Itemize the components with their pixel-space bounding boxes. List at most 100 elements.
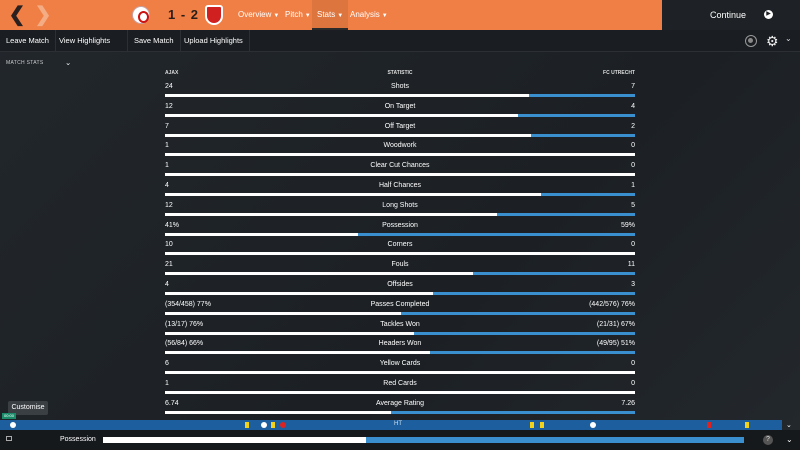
back-arrow-icon[interactable]: ❮: [8, 4, 26, 26]
menu-stats[interactable]: Stats ▼: [312, 0, 349, 30]
stat-away-value: (442/576) 76%: [589, 300, 635, 308]
stat-bar-away: [390, 410, 635, 414]
stat-row: (13/17) 76% Tackles Won (21/31) 67%: [165, 318, 635, 338]
stat-away-value: 0: [631, 142, 635, 150]
stat-home-value: 12: [165, 102, 173, 110]
menu-overview[interactable]: Overview ▼: [238, 10, 279, 19]
stat-bar: [165, 351, 635, 355]
stat-away-value: 0: [631, 241, 635, 249]
chevron-down-icon: ▼: [337, 13, 344, 19]
stat-bar-away: [414, 331, 635, 335]
stat-home-value: (13/17) 76%: [165, 320, 204, 328]
stat-name: Clear Cut Chances: [370, 162, 430, 170]
stat-home-value: 24: [165, 83, 173, 90]
stat-bar: [165, 173, 635, 177]
upload-highlights-button[interactable]: Upload Highlights: [178, 30, 250, 52]
stat-row: 1 Red Cards 0: [165, 377, 635, 397]
yellow-card-icon: [271, 421, 275, 428]
stat-name: Yellow Cards: [379, 360, 421, 368]
section-title: MATCH STATS: [6, 60, 44, 66]
menu-analysis[interactable]: Analysis ▼: [350, 10, 388, 19]
leave-match-button[interactable]: Leave Match: [0, 30, 56, 52]
stat-bar-away: [401, 311, 635, 315]
save-match-button[interactable]: Save Match: [128, 30, 181, 52]
stat-bar: [165, 292, 635, 295]
stat-bar-away: [541, 193, 635, 196]
stat-row: 1 Woodwork 0: [165, 139, 635, 159]
stat-name: Possession: [382, 221, 418, 229]
home-team-crest-icon: [132, 6, 150, 24]
stats-header: AJAX STATISTIC FC UTRECHT: [165, 70, 635, 80]
stat-bar: [165, 272, 635, 276]
stat-bar: [165, 311, 635, 315]
stat-row: 24 Shots 7: [165, 80, 635, 100]
stat-home-value: 7: [165, 122, 169, 130]
stat-bar: [165, 232, 635, 236]
stat-name: Shots: [391, 83, 409, 90]
stat-bar-away: [496, 212, 635, 216]
stat-bar-away: [530, 133, 635, 137]
stat-away-value: 2: [631, 122, 635, 130]
screen-icon[interactable]: [6, 436, 12, 441]
stat-bar: [165, 410, 635, 414]
stat-bar-away: [517, 113, 635, 117]
stat-bar: [165, 371, 635, 375]
stat-name: Fouls: [391, 261, 409, 269]
stat-name: Woodwork: [383, 142, 417, 150]
stat-row: 4 Half Chances 1: [165, 179, 635, 199]
stat-home-value: 10: [165, 241, 173, 249]
goal-ball-icon: [261, 421, 267, 428]
gear-icon[interactable]: ⚙: [766, 33, 779, 49]
customise-button[interactable]: Customise: [8, 401, 48, 415]
stat-row: (354/458) 77% Passes Completed (442/576) 7…: [165, 298, 635, 318]
yellow-card-icon: [745, 421, 749, 428]
forward-arrow-icon[interactable]: ❯: [34, 4, 52, 26]
stat-home-value: 6: [165, 360, 169, 368]
match-toolbar: Leave Match View Highlights ⌄ Save Match…: [0, 30, 800, 67]
chevron-down-icon[interactable]: ⌄: [786, 435, 793, 444]
stat-home-value: 12: [165, 201, 173, 209]
view-highlights-button[interactable]: View Highlights ⌄: [53, 30, 128, 67]
chevron-down-icon: ▼: [273, 13, 280, 19]
match-header-bar: ❮ ❯ 1 - 2 Overview ▼ Pitch ▼ Stats ▼ Analys…: [0, 0, 662, 30]
chevron-down-icon[interactable]: ⌄: [786, 422, 792, 429]
stat-row: 10 Corners 0: [165, 238, 635, 258]
away-team-crest-icon: [205, 5, 223, 25]
stat-bar-away: [430, 351, 635, 355]
stat-away-value: 11: [627, 261, 635, 269]
stat-bar-away: [357, 232, 635, 236]
stat-away-value: 0: [631, 162, 635, 170]
stat-row: 4 Offsides 3: [165, 278, 635, 298]
stat-bar: [165, 391, 635, 394]
stat-bar: [165, 193, 635, 196]
yellow-card-icon: [530, 421, 534, 428]
stat-away-value: (49/95) 51%: [596, 340, 635, 348]
home-team-name: AJAX: [165, 70, 179, 76]
match-timeline[interactable]: 00:00 HT: [0, 413, 782, 430]
help-icon[interactable]: ?: [763, 435, 773, 445]
stat-row: 7 Off Target 2: [165, 120, 635, 140]
stat-away-value: 7: [631, 83, 635, 90]
stat-away-value: 1: [631, 182, 635, 189]
stat-home-value: (354/458) 77%: [165, 300, 211, 308]
injury-icon: [280, 421, 286, 428]
menu-pitch-label: Pitch: [285, 10, 303, 19]
stat-bar-away: [433, 292, 635, 295]
stat-row: 12 Long Shots 5: [165, 199, 635, 219]
menu-pitch[interactable]: Pitch ▼: [285, 10, 311, 19]
continue-button[interactable]: Continue ▶: [662, 0, 800, 30]
stat-home-value: 4: [165, 182, 169, 189]
goal-ball-icon: [590, 421, 596, 428]
stat-bar: [165, 94, 635, 97]
chevron-down-icon[interactable]: ⌄: [785, 34, 792, 43]
stat-row: 6.74 Average Rating 7.26: [165, 397, 635, 417]
stat-away-value: 5: [631, 201, 635, 209]
record-icon[interactable]: [745, 35, 757, 47]
stat-away-value: 7.26: [621, 399, 635, 407]
stat-bar: [165, 212, 635, 216]
stat-away-value: (21/31) 67%: [596, 320, 635, 328]
stat-home-value: 6.74: [165, 399, 179, 407]
possession-bar: [103, 437, 744, 443]
stat-row: 12 On Target 4: [165, 100, 635, 120]
stat-name: Average Rating: [375, 399, 425, 407]
